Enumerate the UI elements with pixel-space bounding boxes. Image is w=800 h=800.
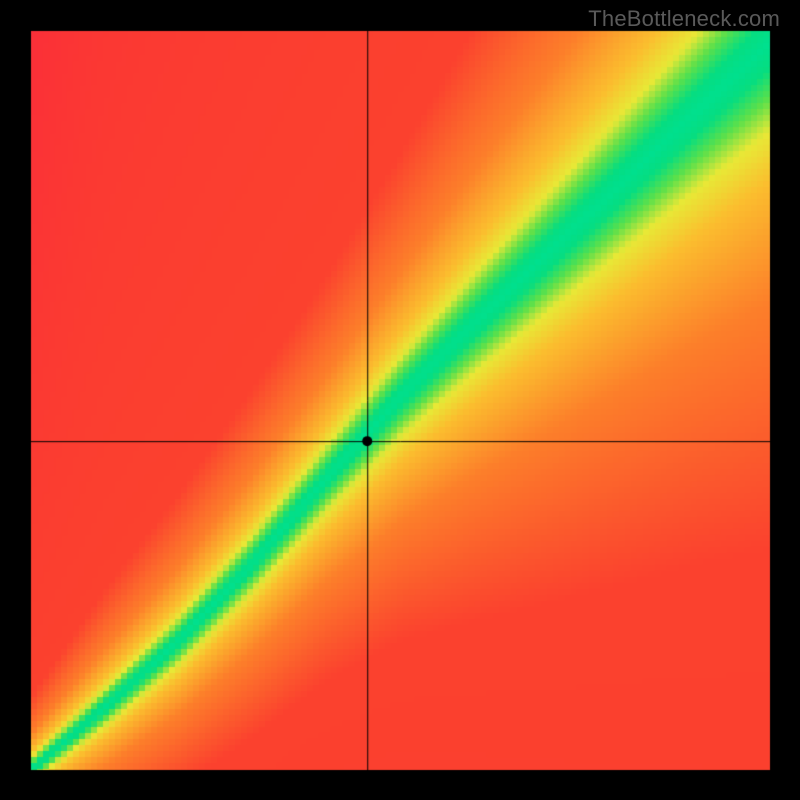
bottleneck-heatmap — [0, 0, 800, 800]
watermark-text: TheBottleneck.com — [588, 6, 780, 32]
chart-container: TheBottleneck.com — [0, 0, 800, 800]
